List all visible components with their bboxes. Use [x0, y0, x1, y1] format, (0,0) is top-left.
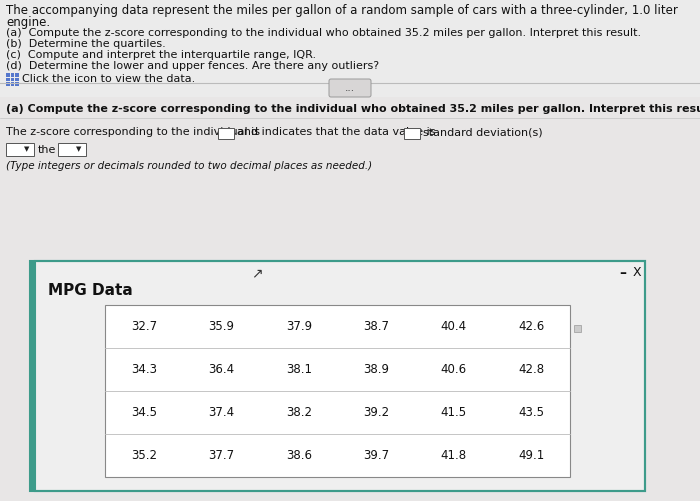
Text: The z-score corresponding to the individual is: The z-score corresponding to the individ…: [6, 127, 260, 137]
Text: and indicates that the data value is: and indicates that the data value is: [237, 127, 436, 137]
Bar: [404, 128, 420, 139]
Text: 32.7: 32.7: [131, 320, 157, 333]
Text: 35.2: 35.2: [131, 449, 157, 462]
Text: The accompanying data represent the miles per gallon of a random sample of cars : The accompanying data represent the mile…: [6, 4, 678, 17]
Text: the: the: [38, 144, 57, 154]
Text: ▼: ▼: [25, 146, 29, 152]
Text: (a) Compute the z-score corresponding to the individual who obtained 35.2 miles : (a) Compute the z-score corresponding to…: [6, 104, 700, 114]
Text: 42.6: 42.6: [518, 320, 545, 333]
Text: 49.1: 49.1: [518, 449, 545, 462]
Bar: [15, 73, 18, 77]
Text: 42.8: 42.8: [518, 363, 545, 376]
Text: (Type integers or decimals rounded to two decimal places as needed.): (Type integers or decimals rounded to tw…: [6, 161, 372, 171]
Bar: [10, 82, 14, 86]
Text: 39.7: 39.7: [363, 449, 389, 462]
Text: 37.7: 37.7: [208, 449, 234, 462]
Bar: [6, 82, 10, 86]
Text: Click the icon to view the data.: Click the icon to view the data.: [22, 74, 196, 84]
Text: 38.7: 38.7: [363, 320, 389, 333]
Bar: [218, 128, 235, 139]
Text: 37.9: 37.9: [286, 320, 312, 333]
Text: 34.5: 34.5: [131, 406, 157, 419]
Text: –: –: [620, 266, 626, 280]
Bar: [57, 143, 85, 156]
Text: 39.2: 39.2: [363, 406, 389, 419]
Text: (c)  Compute and interpret the interquartile range, IQR.: (c) Compute and interpret the interquart…: [6, 50, 316, 60]
Bar: [6, 78, 10, 81]
Text: 38.2: 38.2: [286, 406, 312, 419]
Text: MPG Data: MPG Data: [48, 283, 133, 298]
Text: 38.1: 38.1: [286, 363, 312, 376]
Bar: [30, 261, 645, 491]
Bar: [10, 78, 14, 81]
Text: engine.: engine.: [6, 16, 50, 29]
Text: ▼: ▼: [76, 146, 81, 152]
Text: 34.3: 34.3: [131, 363, 157, 376]
Text: 37.4: 37.4: [208, 406, 234, 419]
Text: 40.6: 40.6: [441, 363, 467, 376]
Text: (d)  Determine the lower and upper fences. Are there any outliers?: (d) Determine the lower and upper fences…: [6, 61, 379, 71]
Bar: [574, 325, 581, 332]
Bar: [35, 261, 645, 491]
Bar: [0, 0, 700, 191]
Text: ↗: ↗: [251, 266, 262, 280]
Text: 41.8: 41.8: [441, 449, 467, 462]
Bar: [15, 78, 18, 81]
Text: 43.5: 43.5: [518, 406, 545, 419]
FancyBboxPatch shape: [329, 79, 371, 97]
Text: ...: ...: [345, 83, 355, 93]
Text: X: X: [633, 267, 641, 280]
Text: 35.9: 35.9: [209, 320, 235, 333]
Text: 36.4: 36.4: [208, 363, 234, 376]
Text: (a)  Compute the z-score corresponding to the individual who obtained 35.2 miles: (a) Compute the z-score corresponding to…: [6, 28, 641, 38]
Bar: [0, 97, 700, 501]
Bar: [15, 82, 18, 86]
Text: 38.6: 38.6: [286, 449, 312, 462]
Text: 41.5: 41.5: [441, 406, 467, 419]
Text: standard deviation(s): standard deviation(s): [423, 127, 542, 137]
Bar: [30, 261, 35, 491]
Bar: [10, 73, 14, 77]
Bar: [6, 143, 34, 156]
Text: 38.9: 38.9: [363, 363, 389, 376]
Bar: [6, 73, 10, 77]
Text: (b)  Determine the quartiles.: (b) Determine the quartiles.: [6, 39, 166, 49]
Bar: [105, 305, 570, 477]
Text: 40.4: 40.4: [441, 320, 467, 333]
